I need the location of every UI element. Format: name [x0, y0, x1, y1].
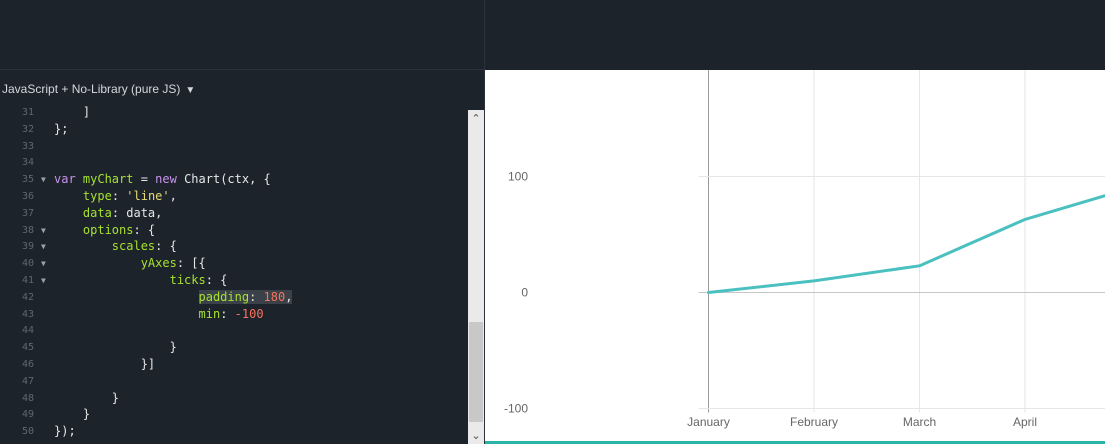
caret-down-icon: ▼	[185, 85, 196, 96]
code-line[interactable]: 41 ▼ ticks: {	[0, 272, 468, 289]
line-number: 35	[21, 174, 34, 186]
line-number: 32	[21, 123, 34, 135]
y-tick-label: -100	[504, 402, 528, 416]
code-line[interactable]: 36 type: 'line',	[0, 188, 468, 205]
code-text: }]	[54, 357, 156, 371]
line-number: 38	[21, 224, 34, 236]
x-tick-label: January	[687, 415, 730, 429]
line-number: 31	[21, 107, 34, 118]
code-text: scales: {	[111, 239, 177, 254]
code-line[interactable]: 32};	[0, 121, 468, 138]
code-line[interactable]: 35 ▼ var myChart = new Chart(ctx, {	[0, 171, 468, 188]
scrollbar-thumb[interactable]	[469, 322, 483, 422]
code-text: yAxes: [{	[140, 256, 206, 271]
code-text: ]	[54, 105, 91, 119]
language-label: JavaScript + No-Library (pure JS)	[2, 82, 181, 96]
line-number: 36	[21, 191, 34, 202]
code-line[interactable]: 42 padding: 180,	[0, 289, 468, 306]
editor-header	[0, 0, 485, 70]
code-line[interactable]: 33	[0, 138, 468, 155]
line-number: 46	[21, 359, 34, 370]
line-number: 48	[21, 392, 34, 404]
code-text: padding: 180,	[198, 289, 293, 304]
fold-arrow-icon[interactable]: ▼	[41, 276, 46, 285]
y-tick-label: 100	[508, 170, 528, 184]
code-line[interactable]: 50});	[0, 423, 468, 440]
code-text: options: {	[82, 222, 156, 237]
editor-scrollbar[interactable]: ⌃ ⌄	[468, 110, 484, 444]
language-bar: JavaScript + No-Library (pure JS) ▼	[0, 70, 485, 110]
code-line[interactable]: 31 ]	[0, 104, 468, 121]
line-number: 37	[21, 207, 34, 219]
fold-arrow-icon[interactable]: ▼	[41, 242, 46, 252]
line-number: 39	[21, 241, 34, 253]
line-number: 43	[21, 308, 34, 320]
code-editor-pane: JavaScript + No-Library (pure JS) ▼ 31 ] 3…	[0, 0, 485, 444]
code-line[interactable]: 44	[0, 322, 468, 339]
code-text: min: -100	[198, 306, 264, 321]
line-number: 42	[21, 291, 34, 303]
code-text: }	[54, 340, 177, 355]
x-tick-label: February	[790, 415, 838, 429]
fold-arrow-icon[interactable]: ▼	[41, 225, 46, 235]
fold-arrow-icon[interactable]: ▼	[41, 175, 46, 185]
line-number: 33	[21, 140, 34, 152]
code-line[interactable]: 39 ▼ scales: {	[0, 238, 468, 255]
line-number: 47	[21, 375, 34, 387]
code-line[interactable]: 48 }	[0, 390, 468, 407]
code-text: };	[54, 121, 69, 136]
code-text: data: data,	[82, 205, 163, 220]
scroll-down-icon[interactable]: ⌄	[471, 429, 481, 442]
line-number: 50	[21, 426, 34, 438]
line-number: 44	[21, 325, 34, 337]
pane-divider[interactable]	[484, 0, 485, 444]
code-line[interactable]: 40 ▼ yAxes: [{	[0, 255, 468, 272]
code-line[interactable]: 45 }	[0, 339, 468, 356]
x-tick-label: March	[903, 415, 936, 429]
code-line[interactable]: 43 min: -100	[0, 306, 468, 323]
code-editor[interactable]: 31 ] 32}; 33 34 35 ▼ var myChart = new Chart(c…	[0, 104, 468, 444]
code-text: }	[54, 407, 91, 422]
line-number: 40	[21, 258, 34, 270]
bottom-accent-bar	[485, 441, 1105, 444]
code-text: ticks: {	[169, 273, 228, 287]
fold-arrow-icon[interactable]: ▼	[41, 259, 46, 269]
series-line	[707, 194, 1105, 294]
code-line[interactable]: 37 data: data,	[0, 205, 468, 222]
line-number: 45	[21, 342, 34, 354]
line-chart: -1000100JanuaryFebruaryMarchAprilMay	[504, 70, 1105, 429]
code-line[interactable]: 46 }]	[0, 356, 468, 373]
language-selector[interactable]: JavaScript + No-Library (pure JS) ▼	[2, 82, 195, 96]
result-header	[485, 0, 1105, 70]
code-line[interactable]: 34	[0, 154, 468, 171]
line-number: 34	[21, 157, 34, 169]
result-pane: -1000100JanuaryFebruaryMarchAprilMay	[485, 70, 1105, 444]
code-line[interactable]: 38 ▼ options: {	[0, 222, 468, 239]
line-number: 41	[21, 275, 34, 286]
code-text: }	[54, 390, 120, 405]
code-text: var myChart = new Chart(ctx, {	[54, 172, 271, 187]
code-line[interactable]: 49 }	[0, 406, 468, 423]
code-line[interactable]: 47	[0, 373, 468, 390]
x-tick-label: April	[1013, 415, 1037, 429]
code-text: });	[54, 424, 76, 439]
line-number: 49	[21, 409, 34, 421]
code-text: type: 'line',	[82, 189, 177, 203]
scroll-up-icon[interactable]: ⌃	[471, 112, 481, 125]
y-tick-label: 0	[521, 286, 528, 300]
